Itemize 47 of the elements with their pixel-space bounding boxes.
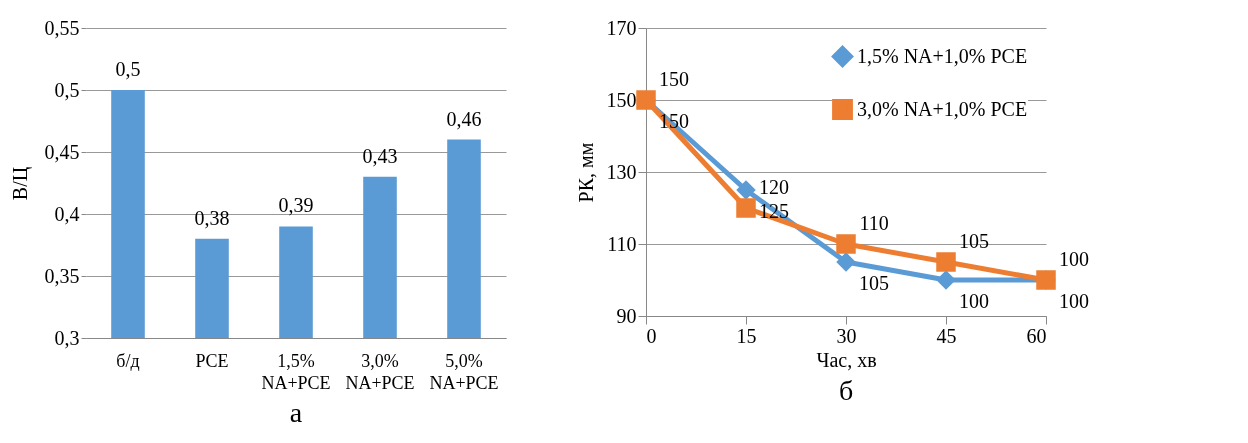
data-label: 100: [959, 290, 989, 312]
y-tick-label: 110: [607, 232, 637, 255]
x-tick-label: PCE: [195, 350, 229, 371]
point: [836, 234, 856, 254]
y-tick-label: 170: [606, 16, 637, 39]
legend-label: 3,0% NA+1,0% PCE: [857, 97, 1028, 120]
x-tick-label: 3,0% NA+PCE: [345, 350, 415, 393]
y-tick-label: 90: [616, 304, 637, 327]
y-tick-label: 130: [606, 160, 637, 183]
y-tick-label: 0,45: [44, 140, 80, 163]
x-tick-label: 60: [1026, 324, 1047, 347]
data-label: 150: [659, 68, 689, 90]
y-tick-label: 0,3: [54, 326, 80, 349]
y-axis-title: РК, мм: [574, 142, 597, 203]
data-label: 0,39: [278, 194, 314, 217]
point: [836, 252, 856, 272]
data-label: 120: [759, 176, 789, 198]
point: [736, 198, 756, 218]
point: [936, 252, 956, 272]
y-tick-label: 0,55: [44, 16, 80, 39]
data-label: 0,46: [446, 107, 482, 130]
x-tick-label: 45: [936, 324, 957, 347]
data-label: 110: [859, 212, 889, 234]
text: а: [289, 397, 303, 428]
data-label: 105: [959, 230, 989, 252]
x-axis-title: Час, хв: [816, 348, 877, 371]
data-label: 100: [1059, 290, 1089, 312]
y-tick-label: 0,5: [54, 78, 80, 101]
data-label: 0,38: [194, 206, 230, 229]
x-tick-label: 30: [836, 324, 857, 347]
x-tick-label: 5,0% NA+PCE: [429, 350, 499, 393]
x-tick-label: б/д: [116, 350, 140, 371]
y-tick-label: 0,35: [44, 264, 80, 287]
text: б: [838, 375, 854, 406]
y-tick-label: 150: [606, 88, 637, 111]
data-label: 0,43: [362, 144, 398, 167]
data-label: 0,5: [115, 58, 141, 80]
x-tick-label: 15: [736, 324, 757, 347]
legend-label: 1,5% NA+1,0% PCE: [857, 44, 1028, 67]
y-axis-title: В/Ц: [8, 166, 32, 201]
point: [936, 270, 956, 290]
y-tick-label: 0,4: [54, 202, 80, 225]
data-label: 100: [1059, 248, 1089, 270]
data-label: 105: [859, 272, 889, 294]
point: [736, 180, 756, 200]
x-tick-label: 0: [646, 324, 657, 347]
x-tick-label: 1,5% NA+PCE: [261, 350, 331, 393]
